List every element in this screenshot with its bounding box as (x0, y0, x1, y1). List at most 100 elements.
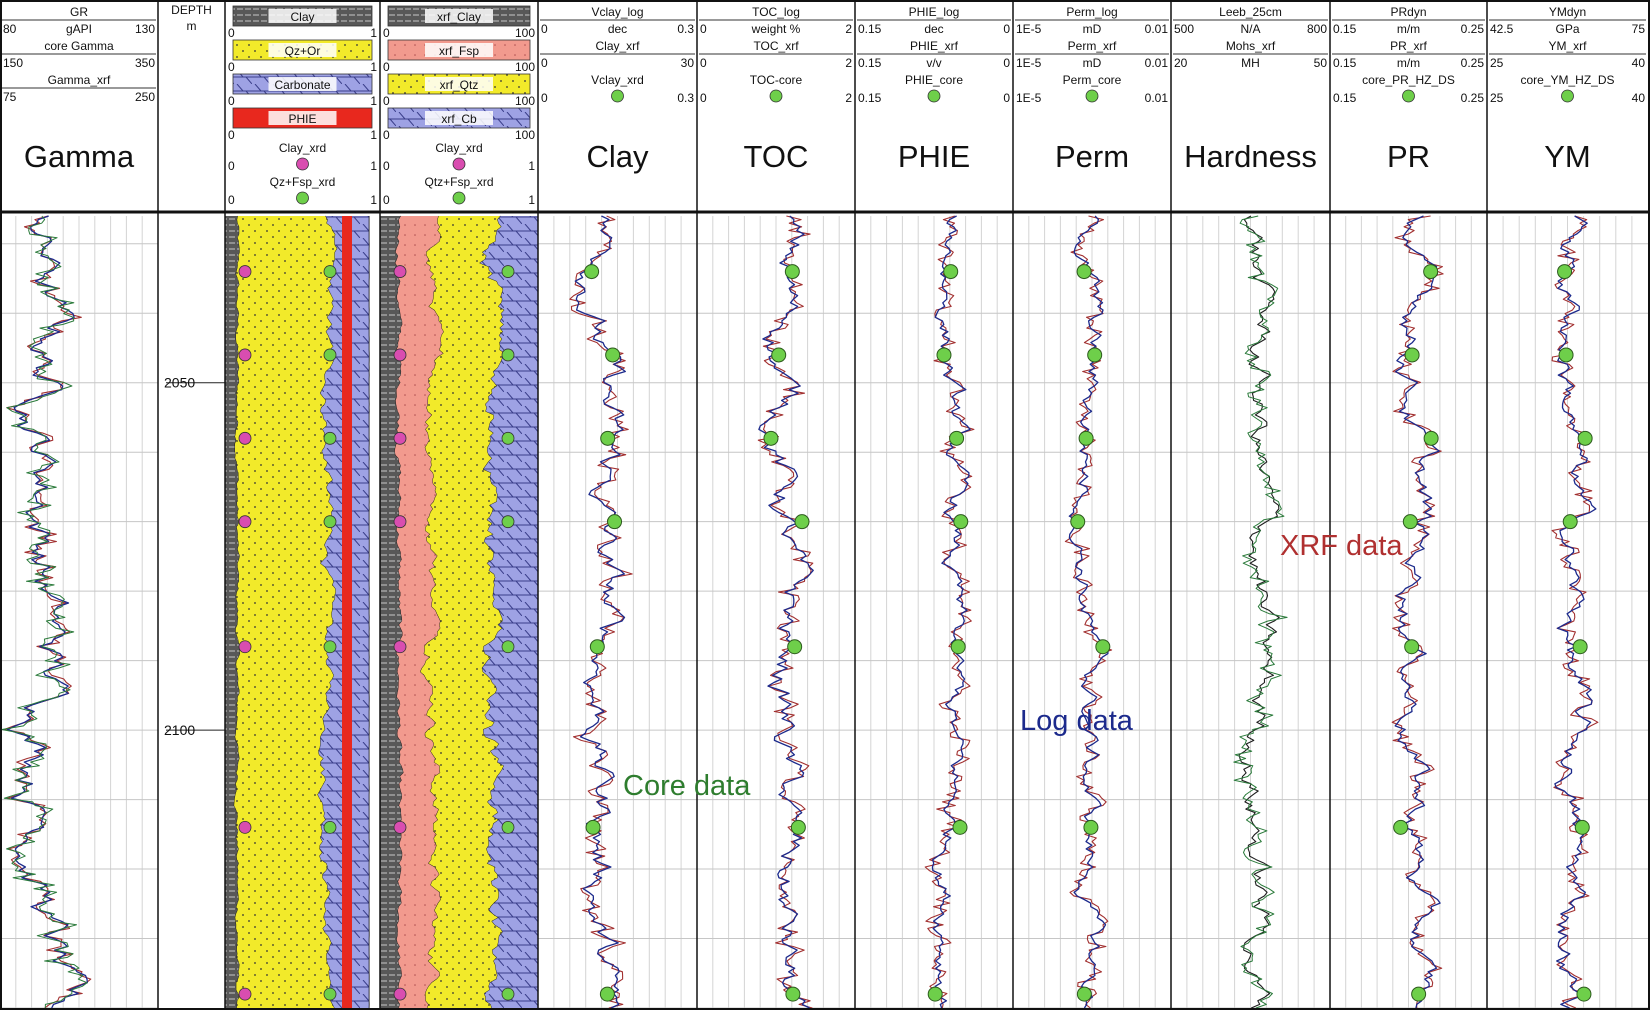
xrf-curve (757, 215, 814, 1009)
lithology-fill-layer (225, 215, 539, 1009)
scale-min: 0.15 (1333, 91, 1357, 105)
log-curve (758, 215, 814, 1009)
clay-xrd-point (393, 265, 407, 278)
curve-name: Leeb_25cm (1219, 5, 1282, 19)
core-sample-point (607, 514, 623, 530)
scale-max: 0.01 (1145, 56, 1169, 70)
track-header: YMdyn 42.5 GPa 75 YM_xrf 25 40 core_YM_HZ_DS 25 4… (1489, 5, 1646, 174)
scale-min: 1E-5 (1016, 91, 1042, 105)
qtz-fsp-xrd-point (501, 987, 515, 1001)
legend-label-bg (268, 111, 337, 125)
qtz-fsp-xrd-point (501, 515, 515, 529)
core-sample-point (1087, 347, 1103, 363)
core-sample-point (1402, 514, 1418, 530)
curve-name: GR (70, 5, 88, 19)
legend-marker (452, 157, 466, 171)
xrf-carbonate-fill (479, 216, 538, 1008)
track-title: PR (1387, 139, 1430, 174)
legend-label-bg (425, 43, 493, 57)
qz-fsp-xrd-point (323, 640, 337, 654)
core-sample-point (1562, 514, 1578, 530)
core-sample-point (1423, 430, 1439, 446)
core-sample-point (790, 819, 806, 835)
legend-marker (927, 89, 941, 103)
track-title: Clay (586, 139, 649, 174)
scale-max: 100 (515, 128, 535, 142)
xrf-curve (1551, 215, 1599, 1009)
legend-label-bg (268, 9, 337, 23)
scale-min: 0 (383, 128, 390, 142)
scale-min: 0 (541, 22, 548, 36)
core-gamma-curve (1, 215, 88, 1009)
scale-min: 42.5 (1490, 22, 1514, 36)
scale-max: 1 (370, 26, 377, 40)
unit-label: mD (1083, 56, 1102, 70)
scale-max: 250 (135, 90, 155, 104)
scale-max: 0.3 (677, 91, 694, 105)
track-title: PHIE (898, 139, 970, 174)
leeb-curve (1238, 215, 1280, 1009)
curve-name: Vclay_xrd (591, 73, 644, 87)
scale-min: 25 (1490, 91, 1504, 105)
scale-min: 1E-5 (1016, 56, 1042, 70)
unit-label: MH (1241, 56, 1260, 70)
curve-name: xrf_Cb (441, 112, 477, 126)
curve-name: Gamma_xrf (48, 73, 111, 87)
core-sample-point (1576, 986, 1592, 1002)
unit-label: m/m (1397, 56, 1420, 70)
core-sample-point (1078, 430, 1094, 446)
depth-tick-label: 2100 (164, 722, 195, 738)
core-sample-point (949, 430, 965, 446)
curve-name: core_PR_HZ_DS (1362, 73, 1455, 87)
scale-max: 2 (845, 22, 852, 36)
legend-marker (296, 157, 309, 171)
unit-label: dec (924, 22, 943, 36)
qz-fsp-xrd-point (323, 431, 337, 445)
scale-min: 0 (541, 56, 548, 70)
clay-xrd-point (393, 431, 407, 445)
scale-min: 0.15 (858, 56, 882, 70)
core-sample-point (927, 986, 943, 1002)
scale-min: 0 (700, 22, 707, 36)
legend-marker (452, 191, 466, 205)
curve-name: Perm_core (1063, 73, 1122, 87)
qtz-fsp-xrd-point (501, 348, 515, 362)
legend-label-bg (425, 77, 493, 91)
qz-fsp-xrd-point (323, 820, 337, 834)
scale-max: 1 (370, 159, 377, 173)
legend-label-bg (268, 43, 337, 57)
core-sample-point (1577, 430, 1593, 446)
track-header: Leeb_25cm 500 N/A 800 Mohs_xrf 20 MH 50 Hardness (1173, 5, 1328, 174)
unit-label: gAPI (66, 22, 92, 36)
unit-label: mD (1083, 22, 1102, 36)
core-sample-point (600, 430, 616, 446)
core-sample-point (943, 264, 959, 280)
scale-max: 1 (370, 193, 377, 207)
curve-name: TOC_log (752, 5, 800, 19)
scale-max: 2 (845, 56, 852, 70)
track-header: PHIE_log 0.15 dec 0 PHIE_xrf 0.15 v/v 0 PHIE_cor… (857, 5, 1011, 174)
qtz-fsp-xrd-point (501, 265, 515, 278)
qz-fsp-xrd-point (323, 265, 337, 278)
curve-name: PRdyn (1390, 5, 1426, 19)
unit-label: weight % (751, 22, 801, 36)
scale-max: 0 (1003, 22, 1010, 36)
scale-max: 40 (1632, 91, 1646, 105)
core-sample-point (1095, 639, 1111, 655)
scale-min: 0 (228, 60, 235, 74)
curve-name: PHIE_log (909, 5, 960, 19)
scale-max: 800 (1307, 22, 1327, 36)
clay-xrd-point (238, 987, 252, 1001)
scale-min: 500 (1174, 22, 1194, 36)
legend-marker (1402, 89, 1415, 103)
core-sample-point (950, 639, 966, 655)
scale-max: 75 (1632, 22, 1646, 36)
core-sample-point (784, 264, 800, 280)
legend-marker (611, 89, 624, 103)
qz-fsp-xrd-point (323, 348, 337, 362)
scale-min: 80 (3, 22, 17, 36)
clay-xrd-point (238, 515, 252, 529)
track-title: Perm (1055, 139, 1129, 174)
core-sample-layer (238, 264, 1593, 1002)
